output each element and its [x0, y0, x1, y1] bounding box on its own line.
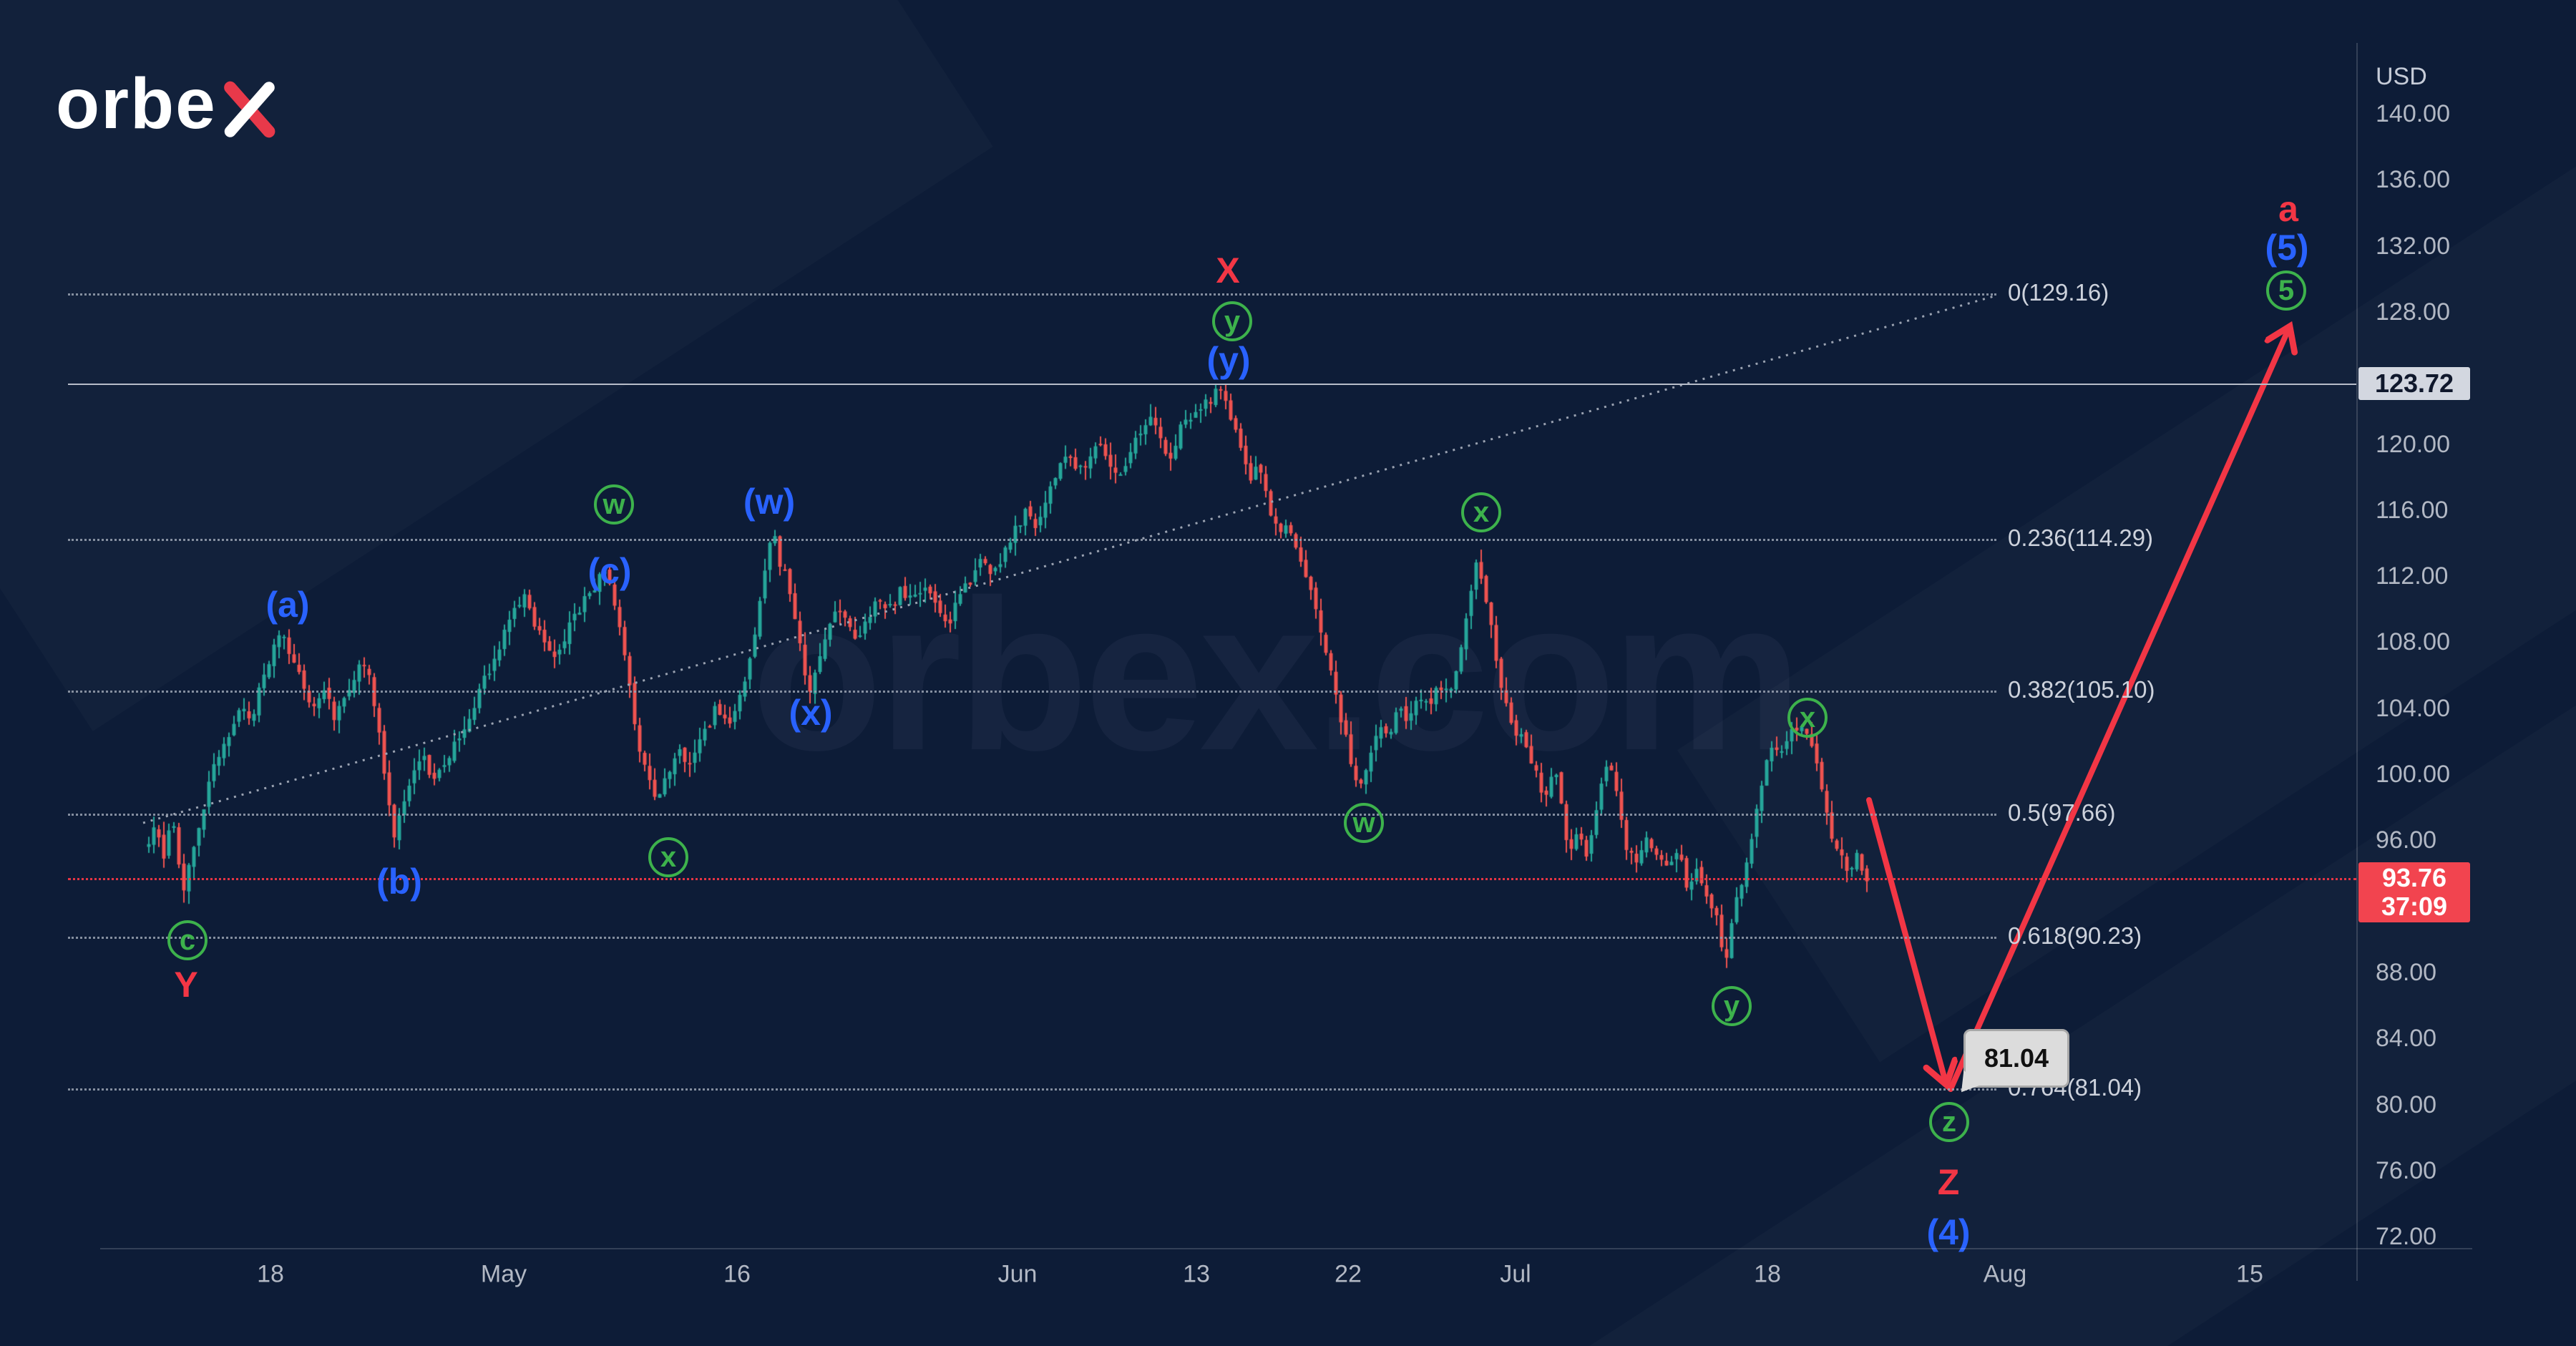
time-tick-label: Jul	[1500, 1260, 1531, 1288]
fib-level-label: 0.618(90.23)	[2008, 922, 2142, 949]
wave-label-x: (x)	[789, 693, 833, 733]
last-price-line	[68, 383, 2356, 385]
price-tick-label: 128.00	[2376, 298, 2450, 326]
price-tick-label: 96.00	[2376, 826, 2437, 854]
fib-line	[68, 691, 1996, 693]
wave-label-a: a	[2278, 189, 2298, 229]
wave-circle-c: c	[167, 920, 208, 960]
fib-level-label: 0.236(114.29)	[2008, 525, 2154, 552]
price-tick-label: 108.00	[2376, 628, 2450, 656]
price-tick-label: 116.00	[2376, 496, 2449, 524]
price-tooltip: 81.04	[1952, 1029, 2069, 1100]
wave-label-w: (w)	[743, 482, 796, 522]
orbex-logo: orbe	[56, 63, 281, 145]
wave-label-5: (5)	[2265, 228, 2309, 268]
fib-level-label: 0.5(97.66)	[2008, 799, 2116, 826]
price-tick-label: 72.00	[2376, 1223, 2437, 1251]
time-tick-label: 18	[1754, 1260, 1781, 1288]
current-price-line	[68, 878, 2356, 881]
fib-line	[68, 1088, 1996, 1091]
wave-circle-x: x	[1787, 698, 1828, 738]
wave-circle-z: z	[1929, 1102, 1969, 1142]
time-tick-label: Jun	[997, 1260, 1038, 1288]
current-price-badge: 93.76 37:09	[2358, 862, 2470, 923]
wave-label-b: (b)	[376, 862, 422, 902]
time-tick-label: May	[480, 1260, 527, 1288]
price-tick-label: 84.00	[2376, 1025, 2437, 1053]
fib-level-label: 0.382(105.10)	[2008, 676, 2155, 703]
price-tick-label: 120.00	[2376, 430, 2450, 458]
wave-circle-5: 5	[2266, 270, 2306, 311]
wave-label-y: (y)	[1206, 340, 1251, 380]
price-tick-label: 88.00	[2376, 959, 2437, 986]
price-tick-label: 100.00	[2376, 761, 2450, 789]
price-tick-label: 132.00	[2376, 232, 2450, 260]
fib-line	[68, 814, 1996, 816]
trendline	[142, 294, 1997, 824]
price-tick-label: 112.00	[2376, 562, 2449, 590]
fib-level-label: 0(129.16)	[2008, 279, 2109, 306]
price-tick-label: 80.00	[2376, 1091, 2437, 1118]
time-tick-label: Aug	[1983, 1260, 2027, 1288]
time-tick-label: 16	[723, 1260, 751, 1288]
price-tick-label: 104.00	[2376, 694, 2450, 722]
price-tick-label: 76.00	[2376, 1156, 2437, 1184]
wave-circle-w: w	[594, 484, 634, 525]
time-axis-line	[100, 1248, 2472, 1249]
fib-line	[68, 293, 1996, 296]
bar-countdown: 37:09	[2381, 892, 2448, 922]
wave-circle-x: x	[1461, 492, 1501, 532]
wave-label-a: (a)	[265, 585, 310, 625]
wave-label-4: (4)	[1926, 1212, 1971, 1252]
time-tick-label: 18	[257, 1260, 284, 1288]
wave-circle-y: y	[1712, 986, 1752, 1026]
wave-label-Z: Z	[1937, 1162, 1960, 1202]
fib-line	[68, 936, 1996, 939]
last-price-badge: 123.72	[2358, 366, 2470, 400]
price-axis-line	[2356, 43, 2358, 1281]
price-tick-label: 136.00	[2376, 166, 2450, 194]
price-tick-label: 140.00	[2376, 100, 2450, 127]
logo-x-icon	[223, 81, 275, 137]
wave-label-Y: Y	[174, 965, 198, 1005]
time-tick-label: 15	[2236, 1260, 2263, 1288]
wave-circle-x: x	[648, 837, 688, 877]
wave-circle-y: y	[1212, 301, 1252, 341]
wave-circle-w: w	[1344, 803, 1384, 843]
wave-label-X: X	[1216, 250, 1240, 291]
time-tick-label: 22	[1335, 1260, 1362, 1288]
currency-label: USD	[2376, 63, 2427, 90]
fib-line	[68, 539, 1996, 542]
price-tooltip-value: 81.04	[1984, 1043, 2049, 1073]
projection-arrows	[1866, 326, 2290, 1092]
time-tick-label: 13	[1183, 1260, 1210, 1288]
wave-label-c: (c)	[587, 551, 632, 591]
